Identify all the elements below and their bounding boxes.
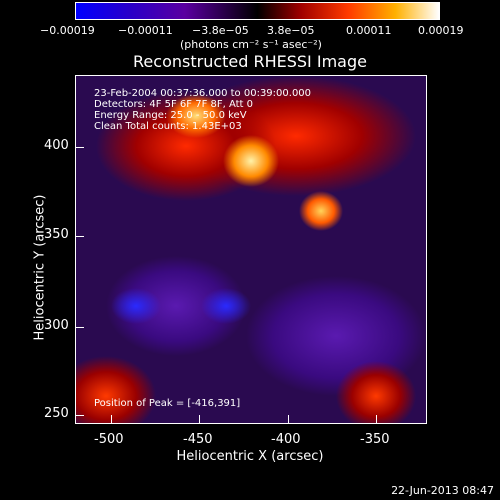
- colorbar-tick: −3.8e−05: [192, 24, 249, 37]
- y-tickmark: [76, 236, 84, 237]
- x-tickmark: [111, 415, 112, 423]
- y-tickmark: [76, 327, 84, 328]
- date-stamp: 22-Jun-2013 08:47: [391, 484, 494, 497]
- y-tick-label: 250: [44, 406, 69, 421]
- info-energy-range: Energy Range: 25.0 - 50.0 keV: [94, 110, 247, 121]
- colorbar-tick: 0.00019: [418, 24, 464, 37]
- info-counts: Clean Total counts: 1.43E+03: [94, 121, 242, 132]
- plot-title: Reconstructed RHESSI Image: [133, 52, 367, 71]
- x-tickmark: [376, 415, 377, 423]
- x-tickmark: [199, 415, 200, 423]
- info-peak-position: Position of Peak = [-416,391]: [94, 398, 241, 409]
- x-tick-label: -350: [360, 432, 390, 447]
- colorbar-tick: 3.8e−05: [267, 24, 315, 37]
- y-tick-label: 300: [44, 318, 69, 333]
- info-detectors: Detectors: 4F 5F 6F 7F 8F, Att 0: [94, 99, 254, 110]
- colorbar-tick: 0.00011: [346, 24, 392, 37]
- y-tickmark: [76, 147, 84, 148]
- x-tick-label: -400: [271, 432, 301, 447]
- rhessi-image: 23-Feb-2004 00:37:36.000 to 00:39:00.000…: [75, 75, 427, 424]
- x-tickmark: [288, 415, 289, 423]
- y-axis-label: Heliocentric Y (arcsec): [32, 194, 48, 341]
- x-tick-label: -500: [94, 432, 124, 447]
- colorbar: [75, 2, 440, 20]
- x-axis-label: Heliocentric X (arcsec): [176, 449, 324, 464]
- x-tick-label: -450: [183, 432, 213, 447]
- colorbar-tick: −0.00019: [40, 24, 95, 37]
- colorbar-tick: −0.00011: [118, 24, 173, 37]
- y-tick-label: 400: [44, 138, 69, 153]
- info-time-range: 23-Feb-2004 00:37:36.000 to 00:39:00.000: [94, 88, 312, 99]
- colorbar-units: (photons cm⁻² s⁻¹ asec⁻²): [180, 38, 322, 51]
- y-tick-label: 350: [44, 227, 69, 242]
- y-tickmark: [76, 415, 84, 416]
